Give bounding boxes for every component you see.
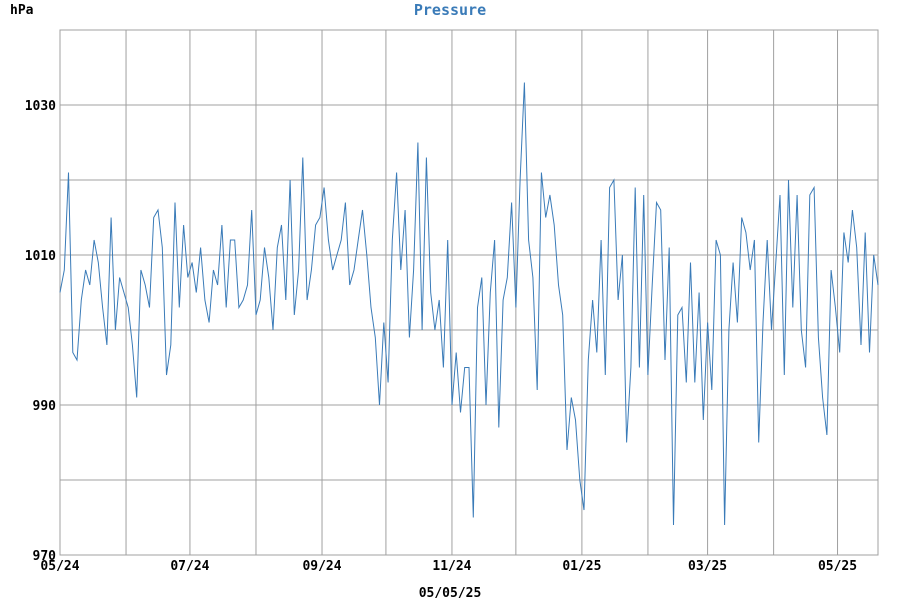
vertical-gridlines: [125, 30, 839, 555]
horizontal-gridlines: [60, 104, 878, 481]
pressure-series-line: [59, 82, 879, 526]
y-tick-label: 990: [33, 399, 57, 414]
x-tick-label: 05/25: [818, 559, 857, 574]
y-tick-label: 1030: [25, 99, 56, 114]
date-label: 05/05/25: [419, 586, 482, 600]
chart-title: Pressure: [414, 1, 486, 19]
x-tick-label: 09/24: [302, 559, 341, 574]
x-tick-label: 11/24: [432, 559, 471, 574]
x-axis-tick-labels: 05/24 07/24 09/24 11/24 01/25 03/25 05/2…: [40, 559, 857, 574]
x-tick-label: 07/24: [170, 559, 209, 574]
y-tick-label: 970: [33, 549, 57, 564]
x-tick-label: 01/25: [562, 559, 601, 574]
y-axis-tick-labels: 970 990 1010 1030: [25, 99, 56, 564]
y-tick-label: 1010: [25, 249, 56, 264]
x-tick-label: 05/24: [40, 559, 79, 574]
y-unit-label: hPa: [10, 3, 34, 18]
x-tick-label: 03/25: [688, 559, 727, 574]
